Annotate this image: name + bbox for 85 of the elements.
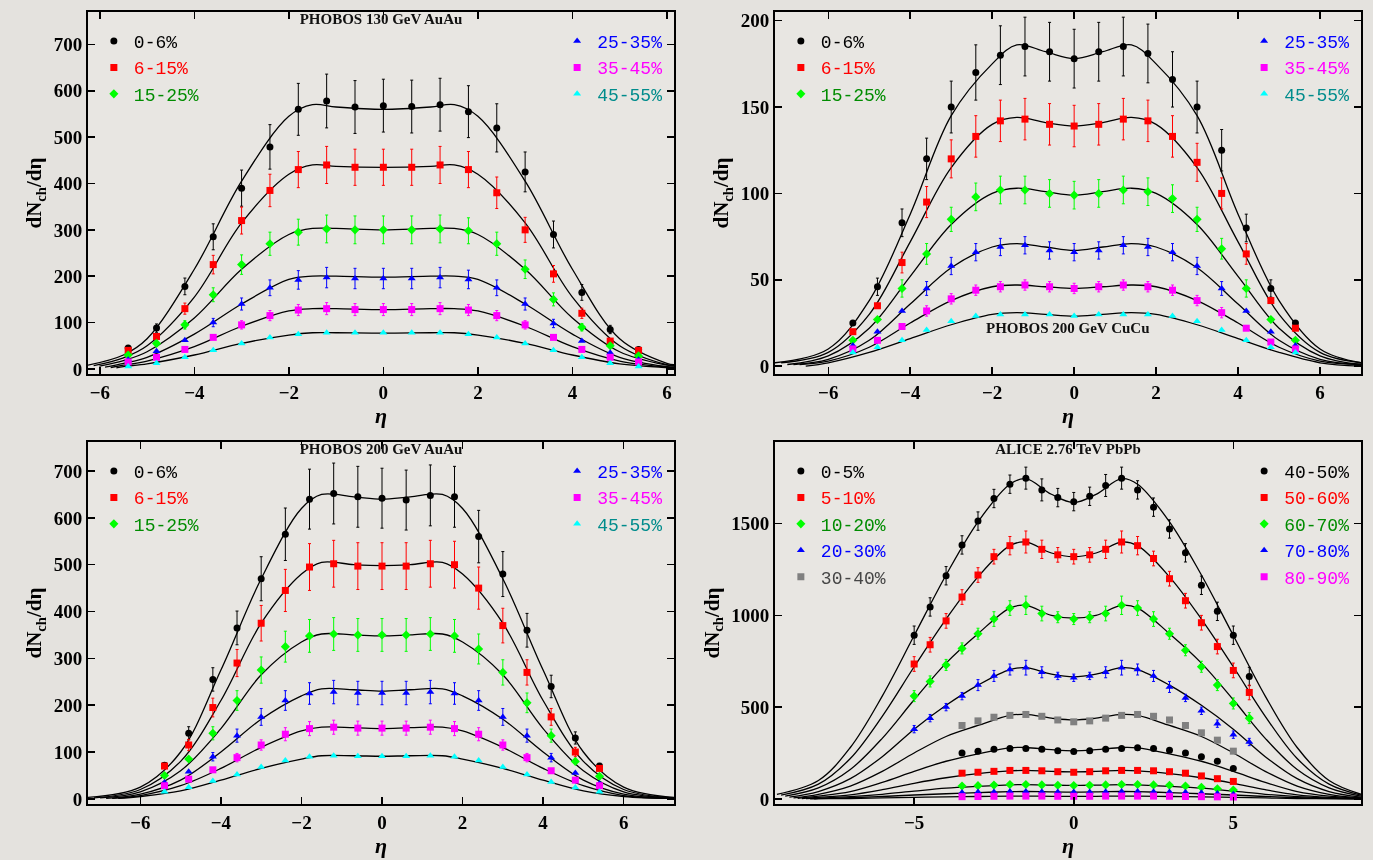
x-tick-label: −6: [130, 811, 151, 833]
legend-label: 0-6%: [820, 33, 865, 54]
x-tick-label: 4: [538, 811, 549, 833]
legend-label: 45-55%: [1284, 85, 1350, 106]
x-tick-label: 4: [567, 381, 578, 403]
y-tick-label: 0: [72, 358, 83, 380]
legend-label: 45-55%: [597, 515, 663, 536]
x-axis-title: η: [1061, 402, 1075, 428]
x-tick-label: −2: [982, 381, 1003, 403]
chart-title: PHOBOS 130 GeV AuAu: [299, 11, 463, 28]
x-tick-label: 5: [1228, 811, 1239, 833]
legend-label: 60-70%: [1284, 515, 1350, 536]
y-tick-label: 0: [72, 788, 83, 810]
annotation: PHOBOS 200 GeV CuCu: [986, 320, 1150, 336]
chart-title: PHOBOS 200 GeV AuAu: [299, 441, 463, 458]
legend-label: 20-30%: [820, 542, 886, 563]
x-tick-label: 0: [377, 811, 387, 833]
x-axis-title: η: [374, 402, 388, 428]
legend-label: 35-45%: [1284, 59, 1350, 80]
y-tick-label: 500: [740, 696, 770, 718]
x-tick-label: −2: [278, 381, 300, 403]
y-tick-label: 300: [53, 648, 83, 670]
legend-label: 10-20%: [820, 515, 886, 536]
x-tick-label: −2: [291, 811, 312, 833]
chart-title: ALICE 2.76 TeV PbPb: [995, 441, 1141, 458]
legend-label: 6-15%: [820, 59, 876, 80]
x-tick-label: 0: [1069, 811, 1079, 833]
x-tick-label: −4: [210, 811, 232, 833]
x-tick-label: 6: [1315, 381, 1325, 403]
y-tick-label: 150: [740, 96, 770, 118]
x-tick-label: 0: [378, 381, 389, 403]
y-tick-label: 1000: [731, 605, 770, 627]
x-tick-label: 2: [473, 381, 483, 403]
x-tick-label: 2: [1151, 381, 1161, 403]
legend-label: 25-35%: [597, 463, 663, 484]
x-axis-title: η: [374, 832, 388, 858]
x-tick-label: 0: [1069, 381, 1079, 403]
x-tick-label: 6: [662, 381, 672, 403]
legend-label: 15-25%: [133, 515, 199, 536]
x-axis-title: η: [1061, 832, 1075, 858]
legend-label: 50-60%: [1284, 489, 1350, 510]
legend-label: 30-40%: [820, 568, 886, 589]
y-tick-label: 100: [53, 312, 83, 334]
x-tick-label: 2: [457, 811, 468, 833]
y-tick-label: 0: [759, 355, 770, 377]
legend-label: 6-15%: [133, 489, 189, 510]
legend-label: 35-45%: [597, 489, 663, 510]
legend-label: 35-45%: [597, 59, 663, 80]
y-tick-label: 700: [53, 34, 83, 56]
legend-label: 15-25%: [820, 85, 886, 106]
legend-label: 45-55%: [597, 85, 663, 106]
y-tick-label: 100: [53, 741, 83, 763]
y-tick-label: 300: [53, 219, 83, 241]
y-tick-label: 700: [53, 460, 83, 482]
legend-label: 25-35%: [1284, 33, 1350, 54]
legend-label: 0-6%: [133, 463, 178, 484]
x-tick-label: −5: [904, 811, 925, 833]
legend-label: 5-10%: [820, 489, 876, 510]
y-tick-label: 600: [53, 80, 83, 102]
x-tick-label: −6: [89, 381, 110, 403]
x-tick-label: −6: [818, 381, 839, 403]
legend-label: 0-6%: [133, 33, 178, 54]
y-tick-label: 400: [53, 173, 83, 195]
y-tick-label: 600: [53, 507, 83, 529]
legend-label: 70-80%: [1284, 542, 1350, 563]
y-tick-label: 500: [53, 126, 83, 148]
y-tick-label: 0: [759, 788, 770, 810]
y-tick-label: 50: [750, 269, 770, 291]
x-tick-label: 4: [1233, 381, 1244, 403]
y-tick-label: 1500: [731, 513, 770, 535]
y-tick-label: 100: [740, 183, 770, 205]
y-tick-label: 200: [53, 265, 83, 287]
legend-label: 15-25%: [133, 85, 199, 106]
y-tick-label: 200: [53, 694, 83, 716]
legend-label: 25-35%: [597, 33, 663, 54]
y-tick-label: 400: [53, 601, 83, 623]
legend-label: 80-90%: [1284, 568, 1350, 589]
y-tick-label: 200: [740, 10, 770, 32]
legend-label: 0-5%: [820, 463, 865, 484]
legend-label: 40-50%: [1284, 463, 1350, 484]
y-tick-label: 500: [53, 554, 83, 576]
x-tick-label: −4: [184, 381, 205, 403]
x-tick-label: −4: [900, 381, 921, 403]
x-tick-label: 6: [618, 811, 629, 833]
legend-label: 6-15%: [133, 59, 189, 80]
